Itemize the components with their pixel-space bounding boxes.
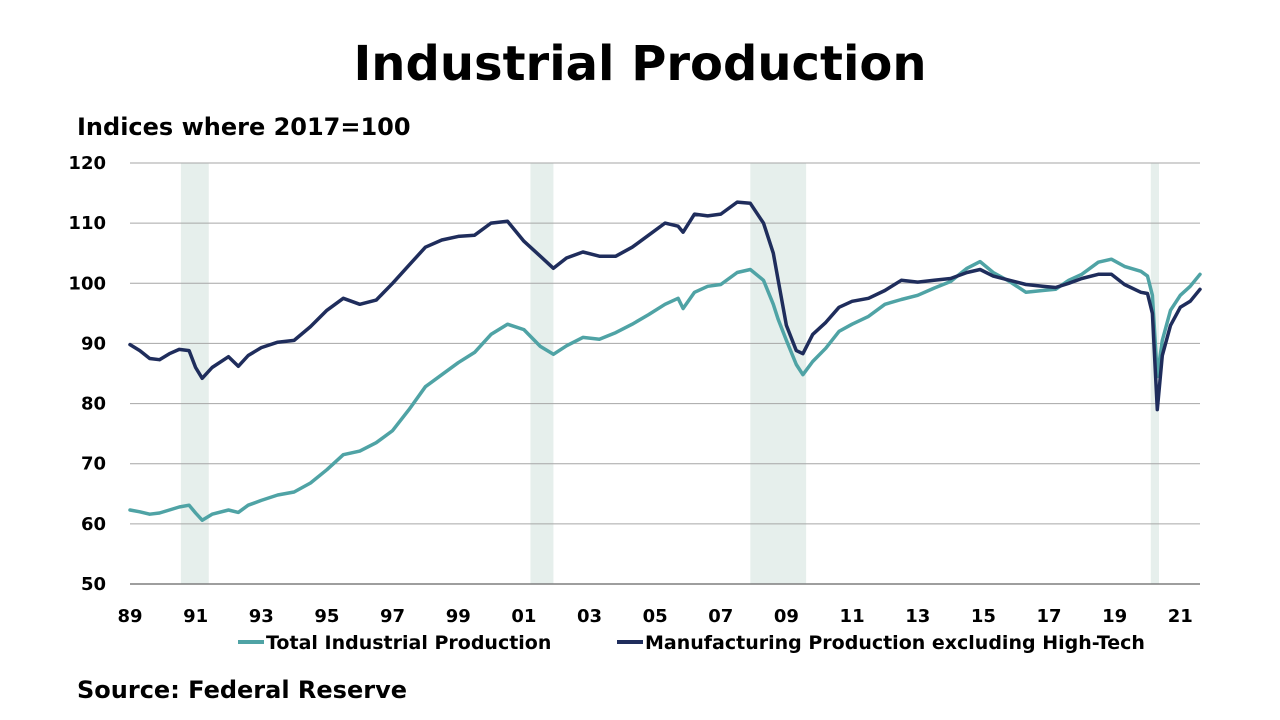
x-tick-label-13: 13 (905, 606, 930, 627)
x-tick-label-89: 89 (117, 606, 142, 627)
legend: Total Industrial Production Manufacturing… (238, 632, 1145, 654)
x-tick-label-07: 07 (708, 606, 733, 627)
y-tick-labels: 50 60 70 80 90 100 110 120 (68, 153, 106, 595)
x-tick-label-05: 05 (643, 606, 668, 627)
x-tick-label-95: 95 (314, 606, 339, 627)
x-tick-label-15: 15 (971, 606, 996, 627)
grid-lines (130, 162, 1200, 585)
x-tick-label-93: 93 (249, 606, 274, 627)
x-tick-label-11: 11 (840, 606, 865, 627)
x-tick-label-17: 17 (1036, 606, 1061, 627)
y-tick-label-120: 120 (68, 153, 106, 174)
y-tick-label-90: 90 (81, 333, 106, 354)
y-tick-label-100: 100 (68, 273, 106, 294)
y-tick-label-80: 80 (81, 394, 106, 415)
y-tick-label-50: 50 (81, 574, 106, 595)
legend-label-0: Total Industrial Production (266, 632, 551, 654)
series-line-0 (128, 257, 1202, 522)
recession-band-2 (750, 163, 807, 584)
y-tick-label-70: 70 (81, 454, 106, 475)
series-line-1 (128, 200, 1202, 412)
x-tick-label-19: 19 (1102, 606, 1127, 627)
x-tick-labels: 89 91 93 95 97 99 01 03 05 07 09 11 13 15 17 19 21 (117, 606, 1192, 627)
x-tick-label-97: 97 (380, 606, 405, 627)
recession-band-1 (530, 163, 554, 584)
x-tick-label-03: 03 (577, 606, 602, 627)
x-tick-label-91: 91 (183, 606, 208, 627)
x-tick-label-21: 21 (1168, 606, 1193, 627)
recession-bands (180, 163, 1159, 584)
y-tick-label-110: 110 (68, 213, 106, 234)
x-tick-label-01: 01 (511, 606, 536, 627)
y-tick-label-60: 60 (81, 514, 106, 535)
legend-label-1: Manufacturing Production excluding High-… (645, 632, 1145, 654)
source-note: Source: Federal Reserve (77, 676, 407, 704)
chart-title: Industrial Production (353, 36, 927, 92)
series-lines (128, 200, 1202, 522)
x-tick-label-99: 99 (446, 606, 471, 627)
x-tick-label-09: 09 (774, 606, 799, 627)
y-axis-label: Indices where 2017=100 (77, 113, 411, 141)
